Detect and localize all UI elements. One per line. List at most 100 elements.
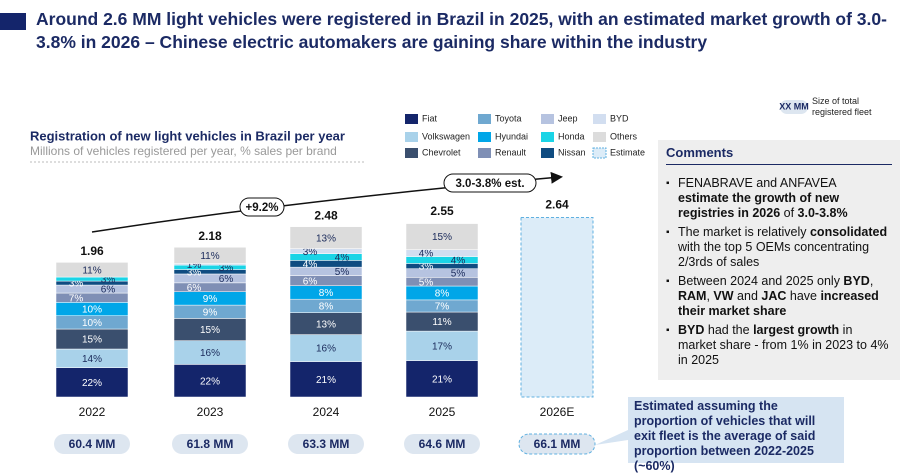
legend-swatch (405, 132, 418, 142)
legend-swatch (405, 148, 418, 158)
segment-label: 15% (432, 232, 452, 243)
fleet-label: 61.8 MM (187, 437, 234, 451)
bar-segment (289, 226, 363, 249)
fleet-legend-sample-bg (780, 100, 808, 114)
segment-label: 22% (200, 376, 220, 387)
segment-label: 5% (419, 277, 434, 288)
comment-text: FENABRAVE and ANFAVEA (678, 176, 836, 190)
x-tick-label: 2025 (429, 405, 456, 419)
comments-list: FENABRAVE and ANFAVEA estimate the growt… (666, 176, 890, 372)
bar-segment (289, 266, 363, 276)
comments-rule (666, 164, 892, 165)
segment-label: 6% (303, 276, 318, 287)
bar-segment (405, 277, 479, 287)
segment-label: 11% (200, 251, 219, 262)
bar-segment (55, 262, 129, 278)
legend-swatch (478, 148, 491, 158)
segment-label: 16% (200, 348, 220, 359)
legend-label: Renault (495, 147, 527, 157)
comment-text: Between 2024 and 2025 only (678, 274, 844, 288)
comment-text: JAC (761, 289, 787, 303)
segment-label: 3% (219, 263, 234, 274)
segment-label: 5% (451, 269, 466, 280)
segment-label: 4% (335, 253, 350, 264)
segment-label: 3% (187, 267, 202, 278)
chart-subtitle: Millions of vehicles registered per year… (30, 144, 337, 158)
x-tick-label: 2024 (313, 405, 340, 419)
bar-segment (289, 260, 363, 268)
segment-label: 10% (82, 318, 102, 329)
segment-label: 5% (335, 267, 350, 278)
legend-label: Chevrolet (422, 147, 461, 157)
comment-text: and (733, 289, 762, 303)
segment-label: 21% (316, 375, 336, 386)
fleet-label: 66.1 MM (534, 437, 581, 451)
total-label: 2.18 (198, 229, 222, 243)
comment-text: largest growth (753, 323, 840, 337)
x-tick-label: 2023 (197, 405, 224, 419)
bar-segment (173, 247, 247, 264)
bar-segment (405, 360, 479, 398)
comment-text: consolidated (809, 225, 888, 239)
comment-text: had the (704, 323, 754, 337)
total-label: 2.48 (314, 209, 338, 223)
legend-label: Hyundai (495, 131, 528, 141)
legend-label: Toyota (495, 113, 522, 123)
bar-segment (173, 364, 247, 398)
comment-text: of (780, 206, 798, 220)
bar-segment (405, 263, 479, 269)
fleet-badge (172, 434, 248, 454)
title-marker (0, 13, 26, 30)
callout: Estimated assuming the proportion of veh… (628, 397, 844, 473)
segment-label: 8% (319, 288, 334, 299)
segment-label: 17% (432, 341, 452, 352)
segment-label: 7% (69, 293, 84, 304)
bar-segment (173, 264, 247, 270)
bar-segment (55, 276, 129, 282)
segment-label: 3% (303, 247, 318, 258)
comment-text: with the top 5 OEMs concentrating 2/3rds… (678, 240, 870, 269)
segment-label: 13% (316, 319, 336, 330)
comment-text: have (786, 289, 821, 303)
segment-label: 4% (419, 249, 434, 260)
comment-text: , (869, 274, 874, 288)
bar-segment (405, 330, 479, 361)
fleet-badge (288, 434, 364, 454)
segment-label: 10% (82, 305, 102, 316)
comment-bullet: FENABRAVE and ANFAVEA estimate the growt… (666, 176, 890, 221)
fleet-label: 63.3 MM (303, 437, 350, 451)
legend-swatch (478, 114, 491, 124)
bar-segment (289, 275, 363, 286)
bar-segment (405, 268, 479, 278)
fleet-legend-label: Size of total registered fleet (812, 96, 872, 117)
bar-segment (289, 253, 363, 261)
comment-text: in market share - from 1% in 2023 to 4% … (678, 323, 889, 367)
legend-label: BYD (610, 113, 629, 123)
fleet-legend-sample: XX MM (779, 101, 809, 111)
segment-label: 9% (203, 307, 218, 318)
callout-pointer (595, 430, 628, 445)
legend-swatch (541, 132, 554, 142)
total-label: 2.55 (430, 204, 454, 218)
fleet-badge (518, 433, 596, 455)
bar-segment (289, 248, 363, 254)
comment-text: increased their market share (678, 289, 879, 318)
bar-segment (55, 280, 129, 286)
fleet-badge (404, 434, 480, 454)
fleet-label: 60.4 MM (69, 437, 116, 451)
fleet-badge (54, 434, 130, 454)
fleet-label: 64.6 MM (419, 437, 466, 451)
bar-segment (55, 292, 129, 303)
legend-swatch (592, 147, 607, 159)
segment-label: 3% (419, 262, 434, 273)
bar-segment (405, 256, 479, 264)
segment-label: 14% (82, 354, 102, 365)
legend-swatch (593, 132, 606, 142)
x-tick-label: 2026E (540, 405, 575, 419)
comment-bullet: BYD had the largest growth in market sha… (666, 323, 890, 368)
comment-text: , (706, 289, 714, 303)
legend-label: Fiat (422, 113, 438, 123)
annotation: 3.0-3.8% est. (455, 178, 524, 190)
